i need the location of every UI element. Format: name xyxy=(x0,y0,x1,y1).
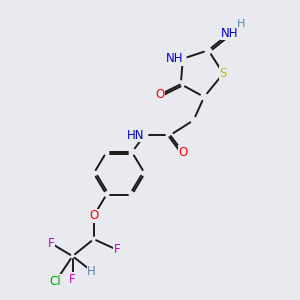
Text: O: O xyxy=(155,88,164,101)
Text: F: F xyxy=(69,273,76,286)
Text: NH: NH xyxy=(221,27,238,40)
Text: H: H xyxy=(87,265,96,278)
Text: F: F xyxy=(114,243,120,256)
Text: F: F xyxy=(48,237,55,250)
Text: HN: HN xyxy=(127,129,145,142)
Text: O: O xyxy=(89,209,98,222)
Text: Cl: Cl xyxy=(50,275,61,288)
Text: S: S xyxy=(220,67,227,80)
Text: NH: NH xyxy=(165,52,183,65)
Text: O: O xyxy=(178,146,188,159)
Text: H: H xyxy=(237,19,245,29)
